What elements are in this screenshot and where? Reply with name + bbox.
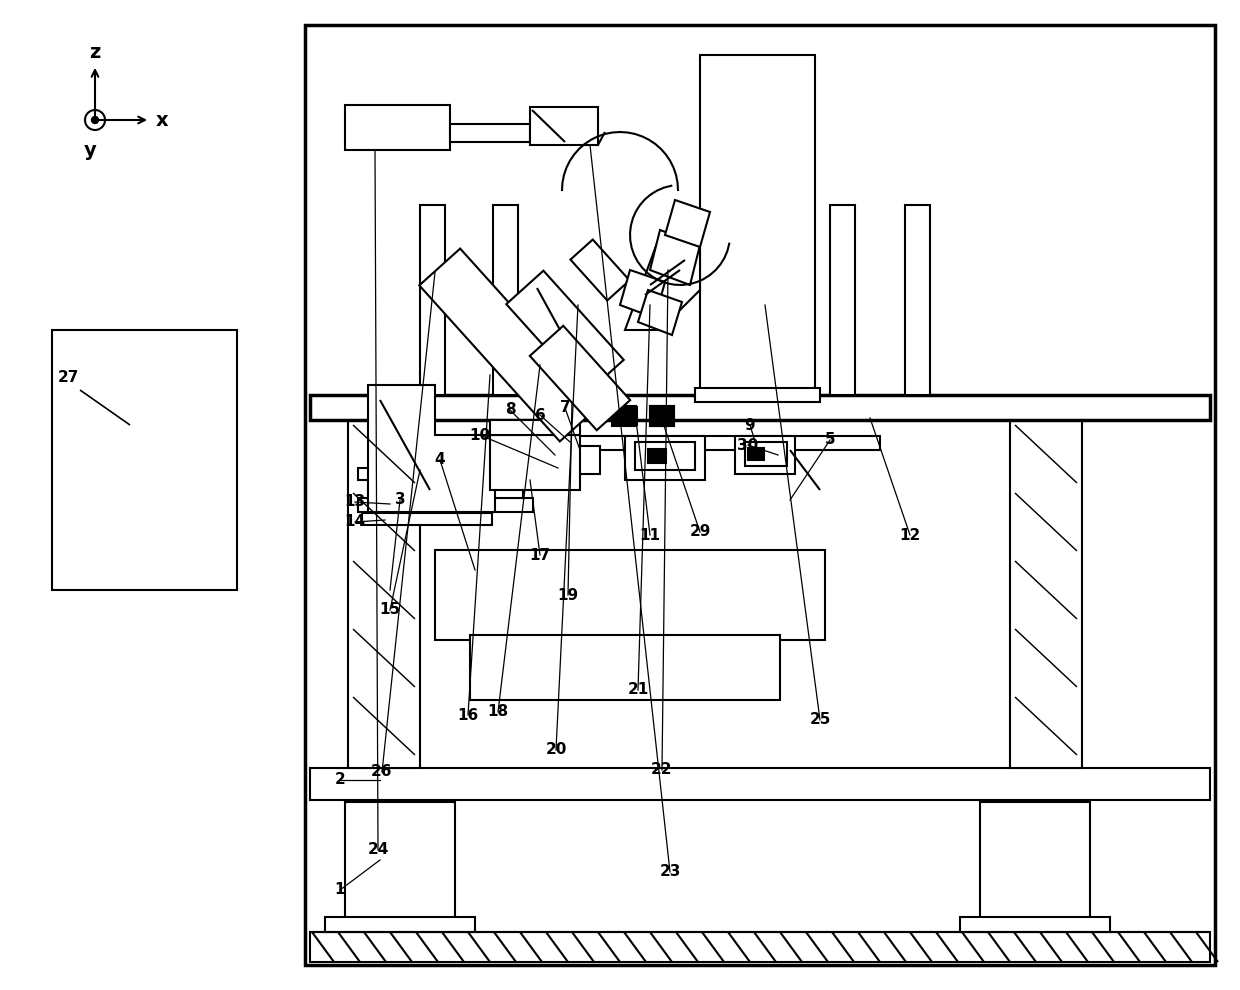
Text: 29: 29 [689, 525, 711, 540]
Text: 16: 16 [458, 708, 479, 723]
Text: 11: 11 [640, 528, 661, 543]
Polygon shape [639, 290, 682, 335]
Bar [368, 480, 523, 498]
Bar [650, 406, 675, 426]
Bar [435, 550, 825, 640]
Bar [529, 107, 598, 145]
Text: 10: 10 [470, 428, 491, 443]
Bar [1011, 403, 1083, 768]
Bar [745, 442, 787, 466]
Bar [348, 403, 420, 768]
Bar [615, 407, 637, 425]
Text: 1: 1 [335, 882, 345, 898]
Text: 2: 2 [335, 772, 346, 787]
Text: 13: 13 [345, 494, 366, 510]
Text: 24: 24 [367, 842, 388, 857]
Bar [305, 25, 1215, 965]
Bar [358, 468, 533, 480]
Text: 4: 4 [435, 452, 445, 467]
Bar [362, 513, 492, 525]
Bar [546, 446, 600, 474]
Text: 20: 20 [546, 742, 567, 757]
Text: 3: 3 [394, 492, 405, 508]
Bar [748, 448, 764, 460]
Bar [650, 406, 675, 426]
Bar [345, 105, 450, 150]
Text: 22: 22 [651, 762, 673, 777]
Bar [701, 55, 815, 395]
Text: 5: 5 [825, 433, 836, 447]
Text: x: x [156, 111, 169, 130]
Circle shape [92, 117, 98, 124]
Bar [494, 205, 518, 395]
Text: 30: 30 [738, 438, 759, 452]
Bar [310, 768, 1210, 800]
Bar [635, 442, 694, 470]
Bar [694, 388, 820, 402]
Text: 14: 14 [345, 515, 366, 530]
Polygon shape [650, 230, 701, 285]
Text: 25: 25 [810, 713, 831, 728]
Bar [649, 449, 666, 463]
Bar [310, 932, 1210, 962]
Polygon shape [368, 385, 495, 512]
Bar [539, 436, 880, 450]
Polygon shape [506, 270, 624, 393]
Bar [490, 435, 580, 490]
Bar [980, 802, 1090, 922]
Text: y: y [83, 141, 97, 159]
Bar [345, 802, 455, 922]
Bar [490, 420, 580, 435]
Text: 23: 23 [660, 864, 681, 879]
Bar [325, 917, 475, 932]
Bar [450, 124, 529, 142]
Bar [735, 436, 795, 474]
Polygon shape [665, 200, 711, 247]
Polygon shape [570, 240, 630, 301]
Text: 8: 8 [505, 403, 516, 418]
Polygon shape [529, 326, 630, 431]
Text: 26: 26 [371, 764, 393, 779]
Text: 7: 7 [559, 401, 570, 416]
Bar [420, 205, 445, 395]
Polygon shape [620, 270, 665, 318]
Bar [310, 395, 1210, 420]
Bar [358, 498, 533, 512]
Text: 15: 15 [379, 603, 401, 618]
Text: 18: 18 [487, 705, 508, 720]
Text: 19: 19 [558, 587, 579, 603]
Bar [625, 436, 706, 480]
Bar [652, 408, 672, 424]
Bar [905, 205, 930, 395]
Bar [960, 917, 1110, 932]
Text: 21: 21 [627, 682, 649, 698]
Text: 9: 9 [745, 418, 755, 433]
Bar [613, 406, 636, 426]
Text: 6: 6 [534, 408, 546, 423]
Text: 27: 27 [57, 370, 78, 385]
Text: 17: 17 [529, 547, 551, 562]
Text: z: z [89, 44, 100, 62]
Bar [52, 330, 237, 590]
Polygon shape [625, 235, 701, 330]
Bar [830, 205, 856, 395]
Text: 12: 12 [899, 528, 920, 543]
Bar [470, 635, 780, 700]
Polygon shape [419, 248, 600, 442]
